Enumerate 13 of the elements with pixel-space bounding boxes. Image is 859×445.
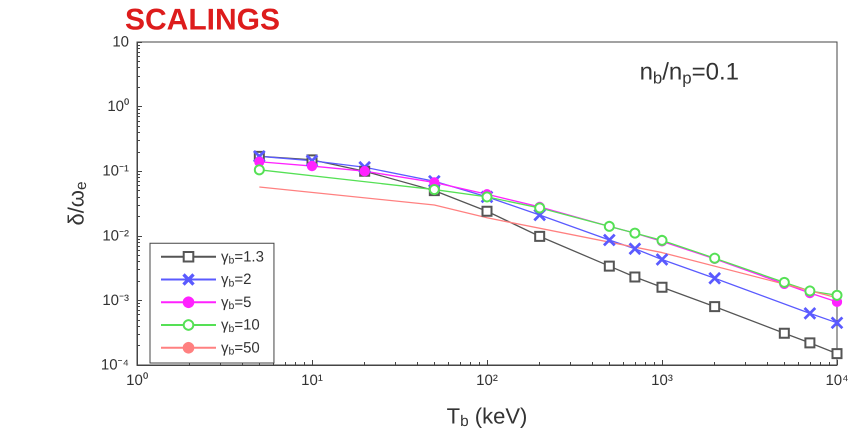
y-tick-label: 10⁰: [107, 98, 129, 116]
y-tick-label: 10⁻³: [102, 292, 129, 309]
y-tick-label: 10⁻²: [102, 227, 129, 244]
x-tick-label: 10⁴: [825, 372, 849, 389]
y-axis-title: δ/ωe: [64, 181, 90, 226]
x-tick-label: 10¹: [301, 372, 323, 389]
y-tick-label: 10⁻¹: [102, 162, 129, 180]
x-tick-label: 10³: [651, 372, 673, 389]
x-tick-label: 10²: [476, 372, 498, 389]
y-tick-label: 10⁻⁴: [100, 356, 129, 374]
y-tick-label: 10: [112, 34, 129, 50]
chart-title: SCALINGS: [125, 4, 280, 36]
x-tick-label: 10⁰: [126, 372, 148, 389]
